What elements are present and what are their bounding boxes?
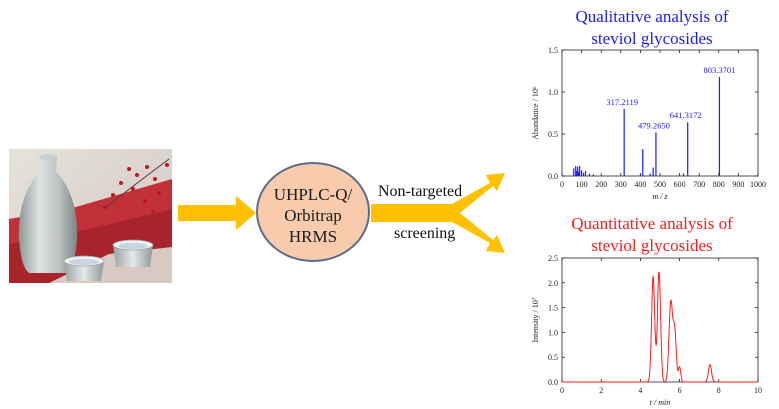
arrow-shaft-to-branch: [371, 204, 455, 222]
instrument-ellipse: [256, 162, 370, 262]
quantitative-title: Quantitative analysis of steviol glycosi…: [557, 213, 747, 257]
qualitative-title: Qualitative analysis of steviol glycosid…: [557, 6, 747, 50]
lc-x-tick-label: 0: [560, 386, 564, 395]
ms-x-axis-label: m / z: [652, 192, 668, 201]
lc-y-axis-label: Intensity / 10⁷: [531, 297, 540, 342]
ms-x-tick-label: 300: [615, 180, 627, 189]
arrow-label-bottom: screening: [394, 225, 456, 242]
arrow-branch-upper: [452, 173, 505, 222]
instrument-label: UHPLC-Q/ Orbitrap HRMS: [256, 184, 370, 247]
ms-x-tick-label: 0: [560, 180, 564, 189]
quantitative-title-line1: Quantitative analysis of: [571, 214, 733, 233]
instrument-line3: HRMS: [288, 227, 338, 246]
lc-x-tick-label: 2: [599, 386, 603, 395]
arrow-branch-lower: [452, 204, 505, 253]
ms-y-tick-label: 0.0: [548, 172, 558, 181]
lc-y-tick-label: 0.0: [548, 378, 558, 387]
ms-x-tick-label: 1000: [750, 180, 766, 189]
lc-x-tick-label: 10: [754, 386, 762, 395]
chromatogram-chart: 0 2 4 6 8 10 0.0 0.5 1.0 1.5 2.0 2.5 t / min Intensit…: [531, 254, 762, 407]
ms-peak-label: 479.2650: [638, 120, 670, 130]
qualitative-title-line2: steviol glycosides: [591, 29, 713, 48]
ms-x-tick-label: 900: [732, 180, 744, 189]
lc-y-tick-label: 0.5: [548, 353, 558, 362]
lc-y-tick-label: 1.5: [548, 304, 558, 313]
lc-x-tick-label: 8: [717, 386, 721, 395]
ms-peak-label: 317.2119: [606, 97, 638, 107]
lc-x-tick-label: 6: [678, 386, 682, 395]
ms-x-tick-label: 100: [576, 180, 588, 189]
arrow-label-top: Non-targeted: [378, 183, 463, 200]
sake-photo: [9, 149, 172, 283]
arrow-to-instrument: [178, 196, 256, 230]
ms-y-tick-label: 1.0: [548, 88, 558, 97]
lc-y-tick-label: 1.0: [548, 328, 558, 337]
lc-y-tick-label: 2.5: [548, 254, 558, 263]
ms-x-tick-label: 500: [654, 180, 666, 189]
mass-spectrum-chart: 0 100 200 300 400 500 600 700 800 900 1000 0.0 0.5 1.…: [531, 46, 766, 201]
lc-x-axis-label: t / min: [650, 398, 670, 407]
ms-y-tick-label: 0.5: [548, 130, 558, 139]
ms-x-tick-label: 400: [634, 180, 646, 189]
quantitative-title-line2: steviol glycosides: [591, 236, 713, 255]
instrument-line2: Orbitrap: [284, 206, 342, 225]
lc-trace: [562, 271, 758, 383]
ms-x-tick-label: 800: [713, 180, 725, 189]
lc-plot-frame: [561, 257, 759, 383]
lc-x-tick-label: 4: [638, 386, 642, 395]
qualitative-title-line1: Qualitative analysis of: [575, 7, 729, 26]
ms-y-tick-label: 1.5: [548, 46, 558, 55]
ms-x-tick-label: 700: [693, 180, 705, 189]
sake-illustration: [9, 149, 172, 283]
ms-y-axis-label: Abundance / 10⁶: [531, 86, 540, 140]
ms-x-tick-label: 200: [595, 180, 607, 189]
ms-peak-label: 641.3172: [670, 110, 702, 120]
instrument-line1: UHPLC-Q/: [273, 185, 353, 204]
lc-y-tick-label: 2.0: [548, 279, 558, 288]
ms-peak-label: 803.3701: [704, 65, 736, 75]
ms-x-tick-label: 600: [674, 180, 686, 189]
